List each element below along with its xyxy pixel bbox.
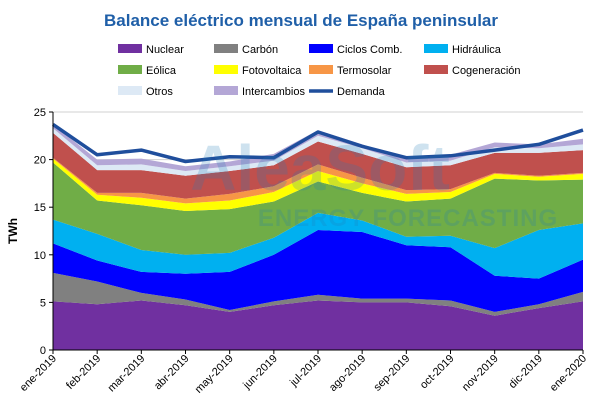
area-otros [53,128,583,176]
legend-label: Nuclear [146,44,184,56]
chart-title: Balance eléctrico mensual de España peni… [104,11,498,30]
legend-item-nuclear: Nuclear [118,44,184,56]
y-tick-label: 25 [34,107,46,119]
watermark: AleaSoft ENERGY FORECASTING [190,132,558,232]
x-tick-label: ago-2019 [327,353,368,394]
x-tick-label: may-2019 [193,353,236,396]
area-hidraulica [53,212,583,279]
area-eolica [53,162,583,255]
legend-label: Intercambios [242,86,305,98]
y-tick-label: 15 [34,202,46,214]
x-tick-label: abr-2019 [152,353,192,393]
x-tick-label: ene-2020 [548,353,589,394]
legend-swatch [118,86,142,95]
legend-label: Cogeneración [452,65,521,77]
legend-label: Fotovoltaica [242,65,302,77]
x-tick-label: feb-2019 [64,353,103,392]
legend-swatch [309,44,333,53]
y-tick-label: 10 [34,250,46,262]
area-cogeneracion [53,132,583,199]
area-nuclear [53,300,583,350]
legend-item-otros: Otros [118,86,173,98]
legend-label: Carbón [242,44,278,56]
x-tick-label: mar-2019 [106,353,148,395]
y-tick-label: 5 [40,297,46,309]
legend-item-hidraulica: Hidráulica [424,44,502,56]
area-termosolar [53,157,583,204]
legend-item-eolica: Eólica [118,65,177,77]
watermark-brand: AleaSoft [190,132,450,204]
legend-item-ciclos-comb: Ciclos Comb. [309,44,402,56]
legend-swatch [118,44,142,53]
legend-swatch [309,65,333,74]
legend: Nuclear Carbón Ciclos Comb. Hidráulica Eólic… [118,44,521,98]
legend-label: Ciclos Comb. [337,44,402,56]
area-carbon [53,272,583,316]
legend-swatch [424,65,448,74]
legend-swatch [214,86,238,95]
watermark-tagline: ENERGY FORECASTING [258,205,558,232]
area-ciclos-comb [53,230,583,312]
y-tick-label: 20 [34,155,46,167]
x-tick-label: jun-2019 [240,353,279,392]
legend-swatch [214,65,238,74]
legend-swatch [424,44,448,53]
legend-label: Termosolar [337,65,392,77]
legend-label: Otros [146,86,173,98]
legend-item-fotovoltaica: Fotovoltaica [214,65,302,77]
legend-label: Demanda [337,86,386,98]
legend-label: Eólica [146,65,177,77]
legend-item-carbon: Carbón [214,44,278,56]
y-tick-label: 0 [40,345,46,357]
area-fotovoltaica [53,158,583,211]
x-tick-label: nov-2019 [460,353,501,394]
y-axis-label: TWh [6,218,20,244]
legend-item-intercambios: Intercambios [214,86,305,98]
x-tick-label: dic-2019 [507,353,545,391]
legend-label: Hidráulica [452,44,502,56]
legend-swatch [214,44,238,53]
x-tick-label: ene-2019 [18,353,59,394]
area-intercambios [53,124,583,171]
legend-swatch [118,65,142,74]
x-tick-label: jul-2019 [287,353,324,390]
x-tick-label: oct-2019 [418,353,457,392]
legend-item-demanda: Demanda [309,86,386,98]
legend-item-cogeneracion: Cogeneración [424,65,521,77]
legend-item-termosolar: Termosolar [309,65,392,77]
line-demanda [52,122,584,164]
x-tick-label: sep-2019 [371,353,412,394]
